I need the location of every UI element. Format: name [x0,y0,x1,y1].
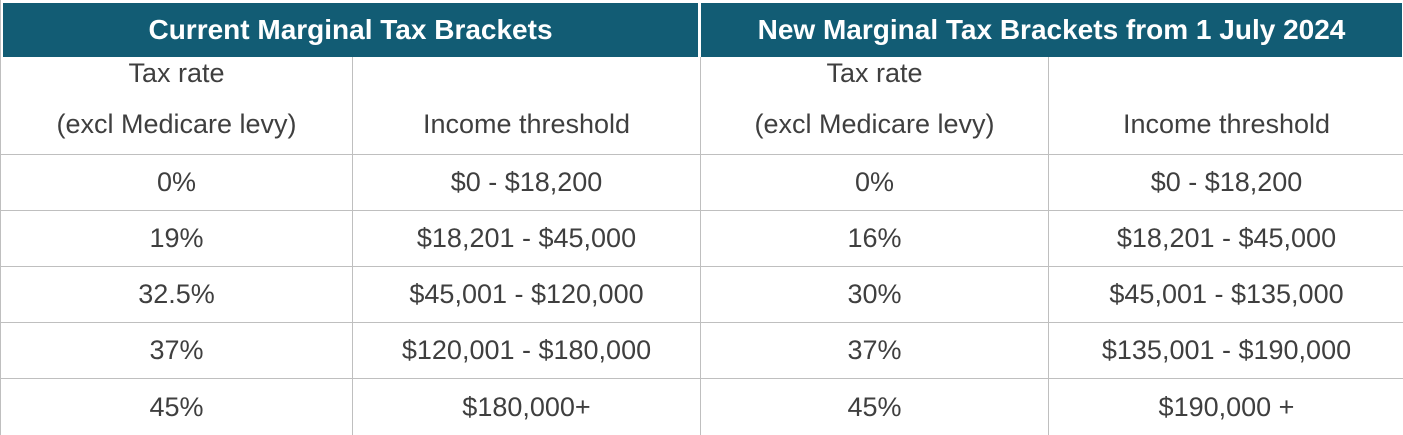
excl-medicare-levy-label: (excl Medicare levy) [754,108,995,139]
new-income-threshold-cell: $0 - $18,200 [1049,155,1403,211]
current-tax-rate-cell: 45% [1,379,353,435]
new-tax-rate-cell: 30% [701,267,1049,323]
current-tax-rate-cell: 0% [1,155,353,211]
new-income-threshold-column-header: Income threshold [1049,57,1403,155]
current-tax-rate-column-header: Tax rate (excl Medicare levy) [1,57,353,155]
income-threshold-label: Income threshold [1122,108,1331,139]
tax-rate-label: Tax rate [826,58,923,89]
current-income-threshold-cell: $0 - $18,200 [353,155,701,211]
new-tax-rate-cell: 37% [701,323,1049,379]
current-income-threshold-cell: $18,201 - $45,000 [353,211,701,267]
new-income-threshold-cell: $45,001 - $135,000 [1049,267,1403,323]
new-tax-rate-column-header: Tax rate (excl Medicare levy) [701,57,1049,155]
current-tax-rate-cell: 32.5% [1,267,353,323]
current-income-threshold-column-header: Income threshold [353,57,701,155]
current-tax-rate-cell: 37% [1,323,353,379]
new-tax-rate-cell: 16% [701,211,1049,267]
new-tax-rate-cell: 0% [701,155,1049,211]
new-tax-rate-cell: 45% [701,379,1049,435]
excl-medicare-levy-label: (excl Medicare levy) [56,108,297,139]
current-income-threshold-cell: $180,000+ [353,379,701,435]
current-tax-rate-cell: 19% [1,211,353,267]
new-income-threshold-cell: $135,001 - $190,000 [1049,323,1403,379]
new-income-threshold-cell: $190,000 + [1049,379,1403,435]
new-brackets-title: New Marginal Tax Brackets from 1 July 20… [701,0,1403,57]
current-income-threshold-cell: $120,001 - $180,000 [353,323,701,379]
tax-rate-label: Tax rate [128,58,225,89]
current-brackets-title: Current Marginal Tax Brackets [1,0,701,57]
income-threshold-label: Income threshold [422,108,631,139]
current-income-threshold-cell: $45,001 - $120,000 [353,267,701,323]
new-income-threshold-cell: $18,201 - $45,000 [1049,211,1403,267]
